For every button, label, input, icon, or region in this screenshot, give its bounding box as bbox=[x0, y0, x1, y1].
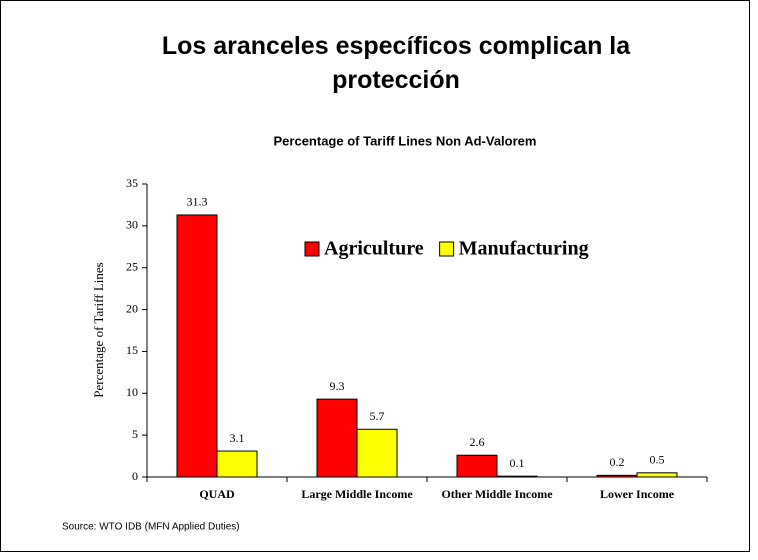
bar bbox=[176, 214, 218, 478]
bar bbox=[356, 428, 398, 478]
data-label: 9.3 bbox=[330, 379, 345, 393]
y-axis-label: Percentage of Tariff Lines bbox=[91, 262, 106, 397]
data-label: 2.6 bbox=[470, 435, 485, 449]
data-label: 5.7 bbox=[370, 409, 385, 423]
bar bbox=[216, 450, 258, 478]
bar bbox=[636, 472, 678, 478]
data-label: 0.1 bbox=[510, 456, 525, 470]
x-tick-label: Lower Income bbox=[600, 487, 675, 501]
y-tick-label: 20 bbox=[126, 301, 138, 315]
data-label: 31.3 bbox=[187, 195, 208, 209]
source-note: Source: WTO IDB (MFN Applied Duties) bbox=[62, 522, 240, 533]
legend-swatch bbox=[304, 241, 320, 257]
data-label: 0.2 bbox=[610, 455, 625, 469]
bar bbox=[596, 474, 638, 478]
legend-label: Agriculture bbox=[324, 238, 424, 260]
y-tick-label: 0 bbox=[132, 469, 138, 483]
y-tick-label: 5 bbox=[132, 427, 138, 441]
legend-label: Manufacturing bbox=[459, 238, 589, 260]
bar bbox=[496, 475, 538, 478]
y-tick-label: 30 bbox=[126, 218, 138, 232]
y-tick-label: 15 bbox=[126, 343, 138, 357]
x-tick-label: Other Middle Income bbox=[441, 487, 553, 501]
y-tick-label: 10 bbox=[126, 385, 138, 399]
data-label: 3.1 bbox=[230, 431, 245, 445]
bar bbox=[456, 454, 498, 478]
y-tick-label: 25 bbox=[126, 259, 138, 273]
x-tick-label: Large Middle Income bbox=[301, 487, 413, 501]
x-tick-label: QUAD bbox=[199, 487, 235, 501]
y-tick-label: 35 bbox=[126, 176, 138, 190]
legend-swatch bbox=[439, 241, 455, 257]
slide-frame: Los aranceles específicos complican la p… bbox=[0, 0, 750, 552]
slide-title: Los aranceles específicos complican la p… bbox=[161, 32, 631, 94]
chart-subtitle: Percentage of Tariff Lines Non Ad-Valore… bbox=[274, 133, 537, 148]
data-label: 0.5 bbox=[650, 453, 665, 467]
bar bbox=[316, 398, 358, 478]
